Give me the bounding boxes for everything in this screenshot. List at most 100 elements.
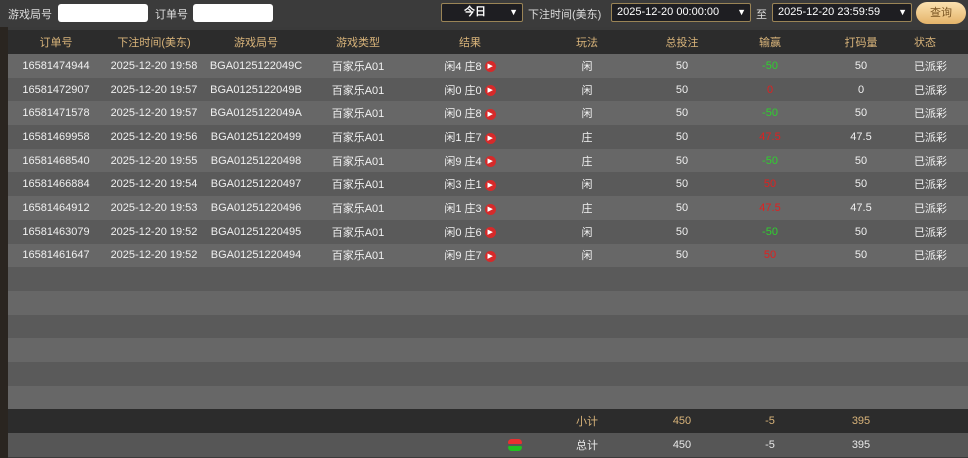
play-icon[interactable]: ▶ xyxy=(484,203,496,215)
status: 已派彩 xyxy=(904,219,968,244)
result-text: 闲1 庄3 xyxy=(444,202,482,215)
column-header-play-type: 玩法 xyxy=(532,30,642,54)
period-value: 今日 xyxy=(464,6,486,18)
time-label: 下注时间(美东) xyxy=(528,9,602,21)
order-label: 订单号 xyxy=(155,9,188,21)
empty-cell xyxy=(818,385,904,410)
win-loss: 50 xyxy=(722,243,818,268)
result-text: 闲9 庄4 xyxy=(444,155,482,168)
empty-cell xyxy=(104,409,204,433)
play-type: 闲 xyxy=(532,172,642,197)
empty-cell xyxy=(904,338,968,362)
table-row[interactable]: 16581474944 2025-12-20 19:58 BGA0125122049… xyxy=(8,54,968,78)
status: 已派彩 xyxy=(904,148,968,173)
table-row[interactable]: 16581461647 2025-12-20 19:52 BGA0125122049… xyxy=(8,243,968,268)
empty-cell xyxy=(204,338,308,362)
play-icon[interactable]: ▶ xyxy=(484,61,496,73)
game-type: 百家乐A01 xyxy=(308,54,408,78)
table-row[interactable]: 16581466884 2025-12-20 19:54 BGA0125122049… xyxy=(8,172,968,197)
empty-cell xyxy=(642,314,722,339)
result-text: 闲0 庄8 xyxy=(444,108,482,121)
total-bet: 50 xyxy=(642,125,722,149)
empty-cell xyxy=(532,385,642,410)
empty-cell xyxy=(532,267,642,291)
total-bet: 50 xyxy=(642,219,722,244)
column-header-win-loss: 输赢 xyxy=(722,30,818,54)
empty-cell xyxy=(204,433,308,457)
empty-cell xyxy=(308,290,408,315)
table-row[interactable]: 16581472907 2025-12-20 19:57 BGA0125122049… xyxy=(8,77,968,102)
empty-cell xyxy=(104,385,204,410)
empty-cell xyxy=(8,433,104,457)
empty-cell xyxy=(532,361,642,386)
play-type: 庄 xyxy=(532,196,642,220)
play-icon[interactable]: ▶ xyxy=(484,108,496,120)
end-time-select[interactable]: 2025-12-20 23:59:59 ▼ xyxy=(772,3,912,22)
empty-cell xyxy=(722,338,818,362)
period-select[interactable]: 今日 ▼ xyxy=(441,3,523,22)
total-winloss: -5 xyxy=(722,433,818,457)
play-type: 庄 xyxy=(532,148,642,173)
game-type: 百家乐A01 xyxy=(308,101,408,126)
order-no: 16581463079 xyxy=(8,219,104,244)
empty-row xyxy=(8,361,968,386)
game-type: 百家乐A01 xyxy=(308,125,408,149)
table-row[interactable]: 16581471578 2025-12-20 19:57 BGA0125122049… xyxy=(8,101,968,126)
result-cell: 闲0 庄0 ▶ xyxy=(408,77,532,102)
game-type: 百家乐A01 xyxy=(308,243,408,268)
empty-cell xyxy=(532,290,642,315)
result-cell: 闲0 庄6 ▶ xyxy=(408,219,532,244)
round-no: BGA01251220497 xyxy=(204,172,308,197)
query-button[interactable]: 查询 xyxy=(916,2,966,24)
play-type: 闲 xyxy=(532,77,642,102)
play-icon[interactable]: ▶ xyxy=(484,85,496,97)
result-cell: 闲0 庄8 ▶ xyxy=(408,101,532,126)
table-row[interactable]: 16581468540 2025-12-20 19:55 BGA0125122049… xyxy=(8,148,968,173)
game-type: 百家乐A01 xyxy=(308,219,408,244)
total-bet: 50 xyxy=(642,172,722,197)
order-input[interactable] xyxy=(193,4,273,22)
empty-cell xyxy=(642,338,722,362)
play-icon[interactable]: ▶ xyxy=(484,179,496,191)
start-time-select[interactable]: 2025-12-20 00:00:00 ▼ xyxy=(611,3,751,22)
order-no: 16581468540 xyxy=(8,148,104,173)
empty-cell xyxy=(904,433,968,457)
order-no: 16581464912 xyxy=(8,196,104,220)
bet-time: 2025-12-20 19:53 xyxy=(104,196,204,220)
empty-cell xyxy=(204,267,308,291)
table-row[interactable]: 16581464912 2025-12-20 19:53 BGA0125122049… xyxy=(8,196,968,220)
valid-bet: 50 xyxy=(818,243,904,268)
table-row[interactable]: 16581469958 2025-12-20 19:56 BGA0125122049… xyxy=(8,125,968,149)
empty-cell xyxy=(308,314,408,339)
empty-cell xyxy=(8,290,104,315)
empty-cell xyxy=(104,433,204,457)
empty-cell xyxy=(642,290,722,315)
empty-cell xyxy=(818,314,904,339)
subtotal-winloss: -5 xyxy=(722,409,818,433)
play-icon[interactable]: ▶ xyxy=(484,156,496,168)
subtotal-label: 小计 xyxy=(532,409,642,433)
empty-cell xyxy=(308,385,408,410)
icon-cell xyxy=(408,433,532,457)
round-input[interactable] xyxy=(58,4,148,22)
start-time-value: 2025-12-20 00:00:00 xyxy=(617,6,720,18)
table-row[interactable]: 16581463079 2025-12-20 19:52 BGA0125122049… xyxy=(8,219,968,244)
empty-cell xyxy=(8,314,104,339)
refresh-icon[interactable] xyxy=(508,438,522,451)
total-bet: 50 xyxy=(642,148,722,173)
play-icon[interactable]: ▶ xyxy=(484,250,496,262)
play-icon[interactable]: ▶ xyxy=(484,227,496,239)
play-icon[interactable]: ▶ xyxy=(484,132,496,144)
empty-cell xyxy=(408,338,532,362)
empty-cell xyxy=(904,409,968,433)
bet-time: 2025-12-20 19:55 xyxy=(104,148,204,173)
empty-cell xyxy=(818,338,904,362)
total-bet: 50 xyxy=(642,54,722,78)
to-label: 至 xyxy=(756,9,767,21)
empty-cell xyxy=(818,267,904,291)
order-no: 16581466884 xyxy=(8,172,104,197)
empty-cell xyxy=(204,409,308,433)
total-valid: 395 xyxy=(818,433,904,457)
valid-bet: 47.5 xyxy=(818,125,904,149)
empty-row xyxy=(8,385,968,410)
